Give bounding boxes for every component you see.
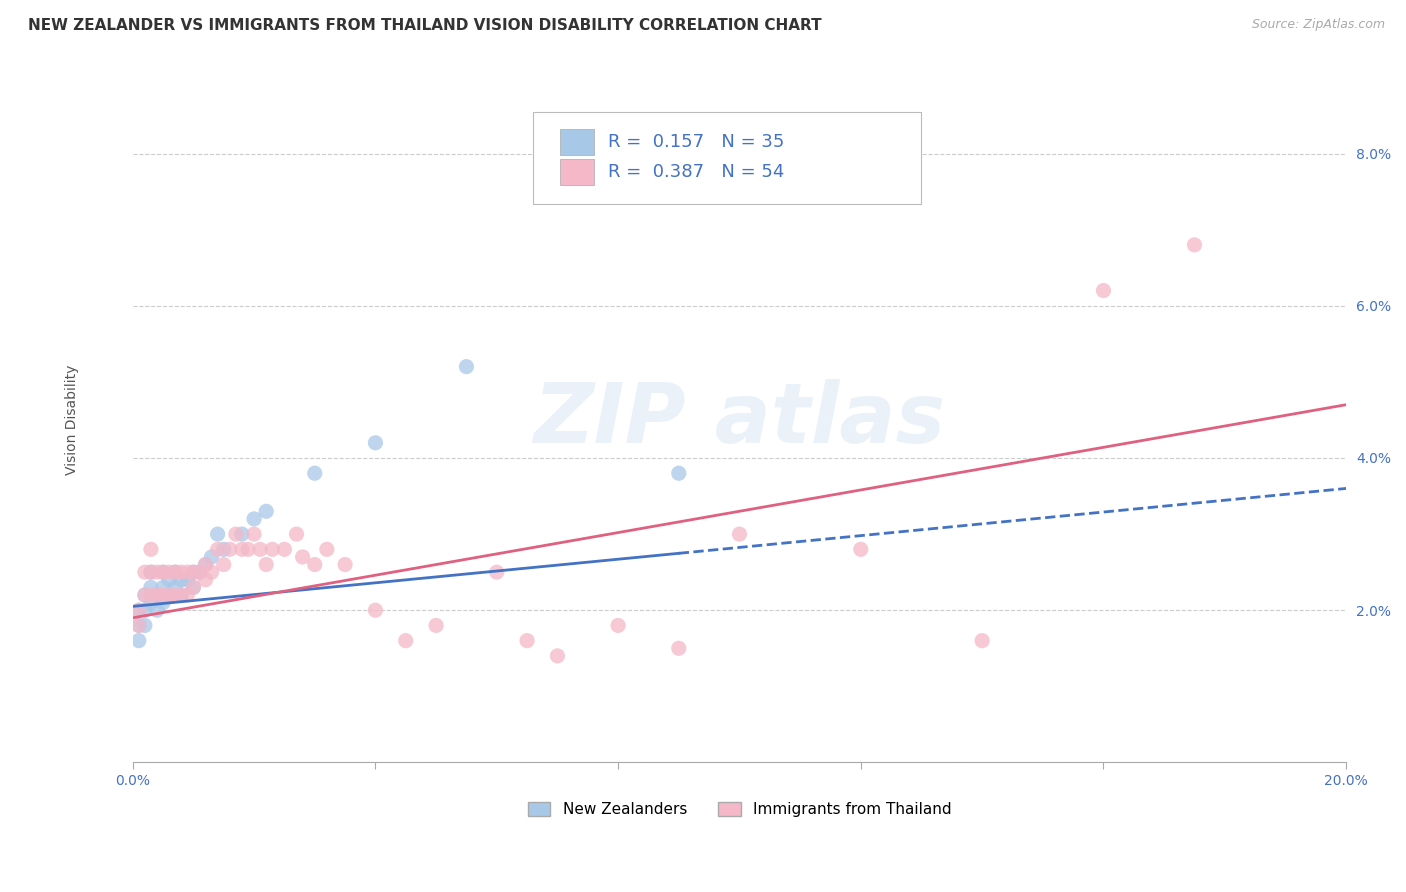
Point: [254, 558, 277, 572]
Point: [170, 573, 193, 587]
Point: [170, 588, 193, 602]
Point: [152, 588, 174, 602]
FancyBboxPatch shape: [560, 128, 593, 155]
Point: [139, 565, 162, 579]
Point: [146, 603, 169, 617]
Point: [304, 558, 326, 572]
Point: [139, 565, 162, 579]
Point: [364, 603, 387, 617]
Point: [972, 633, 994, 648]
Point: [152, 596, 174, 610]
Point: [395, 633, 418, 648]
Point: [146, 588, 169, 602]
Point: [165, 580, 187, 594]
Point: [285, 527, 308, 541]
Point: [194, 558, 217, 572]
Point: [516, 633, 538, 648]
Point: [231, 527, 253, 541]
Point: [134, 588, 156, 602]
Point: [157, 573, 180, 587]
Point: [170, 588, 193, 602]
Point: [728, 527, 751, 541]
Point: [456, 359, 478, 374]
Point: [333, 558, 356, 572]
Point: [231, 542, 253, 557]
Point: [157, 588, 180, 602]
Point: [183, 565, 205, 579]
Point: [134, 588, 156, 602]
Point: [194, 558, 217, 572]
Point: [152, 565, 174, 579]
Point: [425, 618, 447, 632]
Point: [183, 580, 205, 594]
Point: [134, 565, 156, 579]
Text: Source: ZipAtlas.com: Source: ZipAtlas.com: [1251, 18, 1385, 31]
FancyBboxPatch shape: [560, 159, 593, 185]
Point: [128, 633, 150, 648]
Point: [243, 527, 266, 541]
Point: [176, 565, 198, 579]
Point: [1184, 238, 1206, 252]
Point: [146, 588, 169, 602]
Point: [165, 565, 187, 579]
Point: [165, 565, 187, 579]
Point: [139, 542, 162, 557]
Point: [183, 565, 205, 579]
Point: [236, 542, 259, 557]
Point: [218, 542, 240, 557]
Point: [849, 542, 872, 557]
Point: [207, 527, 229, 541]
Point: [225, 527, 247, 541]
Point: [200, 565, 222, 579]
Point: [176, 588, 198, 602]
Point: [134, 603, 156, 617]
Point: [157, 588, 180, 602]
Point: [139, 588, 162, 602]
Point: [194, 573, 217, 587]
Point: [668, 467, 690, 481]
Point: [262, 542, 284, 557]
Point: [485, 565, 508, 579]
Legend: New Zealanders, Immigrants from Thailand: New Zealanders, Immigrants from Thailand: [522, 796, 957, 823]
Point: [249, 542, 271, 557]
Point: [364, 435, 387, 450]
Point: [188, 565, 211, 579]
Point: [212, 542, 235, 557]
Point: [128, 618, 150, 632]
Point: [546, 648, 568, 663]
Point: [152, 565, 174, 579]
Point: [212, 558, 235, 572]
Point: [139, 596, 162, 610]
Point: [1092, 284, 1115, 298]
Text: R =  0.387   N = 54: R = 0.387 N = 54: [609, 163, 785, 181]
Point: [668, 641, 690, 656]
Point: [152, 580, 174, 594]
Point: [183, 580, 205, 594]
Text: Vision Disability: Vision Disability: [65, 365, 79, 475]
Point: [243, 512, 266, 526]
FancyBboxPatch shape: [533, 112, 921, 204]
Point: [128, 618, 150, 632]
Text: NEW ZEALANDER VS IMMIGRANTS FROM THAILAND VISION DISABILITY CORRELATION CHART: NEW ZEALANDER VS IMMIGRANTS FROM THAILAN…: [28, 18, 821, 33]
Point: [315, 542, 337, 557]
Text: R =  0.157   N = 35: R = 0.157 N = 35: [609, 133, 785, 151]
Point: [607, 618, 630, 632]
Point: [170, 565, 193, 579]
Point: [134, 618, 156, 632]
Point: [139, 580, 162, 594]
Point: [165, 588, 187, 602]
Point: [157, 565, 180, 579]
Text: ZIP atlas: ZIP atlas: [533, 379, 946, 460]
Point: [176, 573, 198, 587]
Point: [254, 504, 277, 518]
Point: [304, 467, 326, 481]
Point: [128, 603, 150, 617]
Point: [273, 542, 295, 557]
Point: [188, 565, 211, 579]
Point: [128, 603, 150, 617]
Point: [200, 549, 222, 564]
Point: [207, 542, 229, 557]
Point: [291, 549, 314, 564]
Point: [146, 565, 169, 579]
